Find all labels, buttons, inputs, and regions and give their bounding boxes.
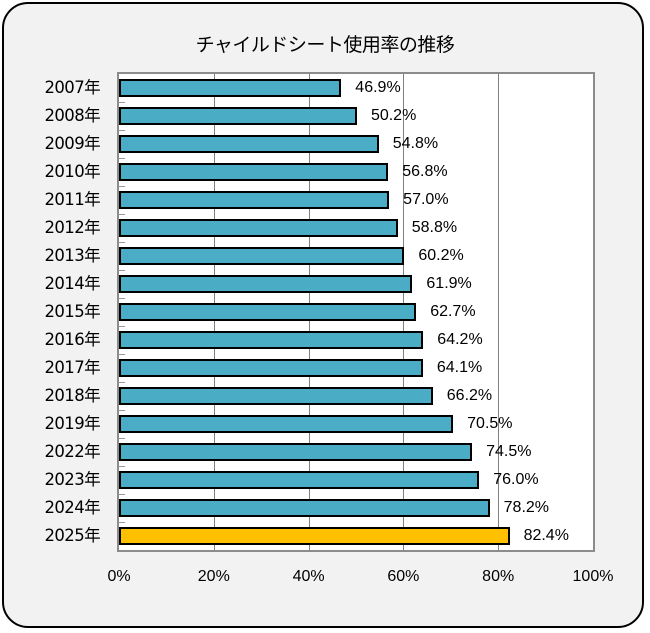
category-label: 2022年: [44, 442, 101, 461]
bar: [119, 443, 473, 461]
y-tick-mark: [119, 466, 125, 467]
bar-value-label: 54.8%: [392, 135, 439, 152]
bar: [119, 499, 490, 517]
bar-value-label: 64.1%: [436, 359, 483, 376]
category-label: 2015年: [44, 302, 101, 321]
bar-value-label: 66.2%: [446, 387, 493, 404]
y-tick-mark: [119, 522, 125, 523]
category-label: 2009年: [44, 134, 101, 153]
y-tick-mark: [119, 326, 125, 327]
plot-area: 46.9% 50.2% 54.8% 56.8% 57.0% 58.8% 60.2% 61.9%…: [117, 72, 595, 552]
category-label: 2017年: [44, 358, 101, 377]
y-tick-mark: [119, 102, 125, 103]
category-label: 2024年: [44, 498, 101, 517]
bar: [119, 135, 379, 153]
bar-value-label: 64.2%: [437, 331, 483, 348]
y-tick-mark: [119, 130, 125, 131]
bar-value-label: 58.8%: [411, 219, 458, 236]
bar: [119, 191, 390, 209]
category-label: 2019年: [44, 414, 101, 433]
category-label: 2016年: [44, 330, 101, 349]
x-tick-label: 20%: [197, 568, 230, 585]
x-tick-label: 100%: [572, 568, 614, 585]
bar-value-label: 82.4%: [523, 527, 569, 544]
bar: [119, 219, 398, 237]
bar-value-label: 50.2%: [370, 107, 417, 124]
y-tick-mark: [119, 382, 125, 383]
category-label: 2011年: [44, 190, 101, 209]
x-tick-label: 60%: [387, 568, 420, 585]
bar: [119, 247, 405, 265]
category-label: 2014年: [44, 274, 101, 293]
bar-value-label: 76.0%: [493, 471, 539, 488]
y-tick-mark: [119, 158, 125, 159]
category-label: 2013年: [44, 246, 101, 265]
y-tick-mark: [119, 410, 125, 411]
category-label: 2023年: [44, 470, 101, 489]
bar: [119, 527, 510, 545]
x-tick-label: 40%: [292, 568, 325, 585]
bar-value-label: 70.5%: [467, 415, 513, 432]
gridline: [498, 74, 500, 550]
category-label: 2010年: [44, 162, 101, 181]
bar: [119, 471, 480, 489]
y-tick-mark: [119, 354, 125, 355]
bar: [119, 415, 454, 433]
bar: [119, 387, 433, 405]
category-label: 2007年: [44, 78, 101, 97]
bar-value-label: 61.9%: [426, 275, 472, 292]
y-tick-mark: [119, 186, 125, 187]
bar: [119, 163, 389, 181]
bar-value-label: 60.2%: [418, 247, 464, 264]
bar: [119, 331, 424, 349]
y-tick-mark: [119, 438, 125, 439]
y-tick-mark: [119, 214, 125, 215]
y-tick-mark: [119, 270, 125, 271]
bar-value-label: 57.0%: [403, 191, 449, 208]
bar-value-label: 78.2%: [503, 499, 550, 516]
bar: [119, 303, 417, 321]
bar: [119, 359, 423, 377]
x-tick-label: 0%: [107, 568, 131, 585]
bar-value-label: 62.7%: [430, 303, 476, 320]
bar-value-label: 46.9%: [355, 79, 401, 96]
bar: [119, 79, 342, 97]
bar: [119, 275, 413, 293]
bar-value-label: 74.5%: [486, 443, 532, 460]
bar-value-label: 56.8%: [402, 163, 448, 180]
y-tick-mark: [119, 298, 125, 299]
category-label: 2008年: [44, 106, 101, 125]
category-label: 2025年: [44, 526, 101, 545]
x-tick-label: 80%: [482, 568, 515, 585]
category-label: 2018年: [44, 386, 101, 405]
y-tick-mark: [119, 494, 125, 495]
chart-title: チャイルドシート使用率の推移: [195, 34, 455, 56]
y-tick-mark: [119, 242, 125, 243]
category-label: 2012年: [44, 218, 101, 237]
bar: [119, 107, 357, 125]
